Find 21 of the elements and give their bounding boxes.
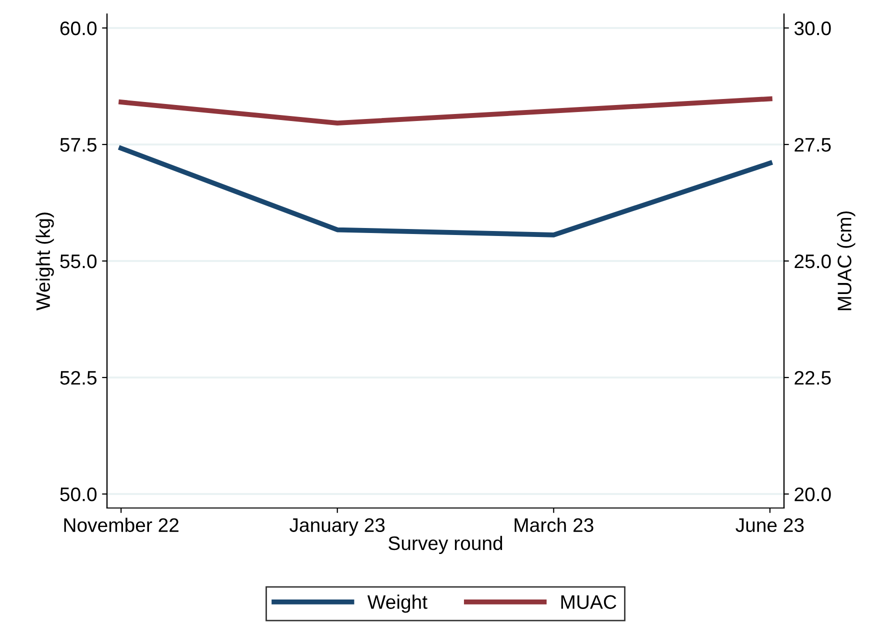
line-series <box>118 96 772 126</box>
legend-label: Weight <box>367 594 428 613</box>
y-axis-title: Weight (kg) <box>36 212 54 310</box>
x-tick-label: June 23 <box>736 518 804 532</box>
y-tick-label: 50.0 <box>60 487 97 502</box>
y-tick-label: 60.0 <box>60 21 97 36</box>
x-axis-title: Survey round <box>388 536 502 554</box>
y-tick-label: 57.5 <box>60 138 96 152</box>
y2-tick-label: 20.0 <box>794 487 831 502</box>
x-tick-label: January 23 <box>290 518 385 536</box>
y2-tick-label: 25.0 <box>794 254 831 268</box>
y2-tick-label: 27.5 <box>794 138 831 152</box>
line-series <box>118 146 772 238</box>
x-tick-label: March 23 <box>514 518 594 532</box>
y2-tick-label: 30.0 <box>794 21 831 36</box>
y-tick-label: 55.0 <box>60 254 97 268</box>
legend-label: MUAC <box>561 595 616 609</box>
y2-axis-title: MUAC (cm) <box>837 211 856 310</box>
x-tick-label: November 22 <box>64 518 178 532</box>
y2-tick-label: 22.5 <box>794 370 831 385</box>
y-tick-label: 52.5 <box>60 370 96 385</box>
